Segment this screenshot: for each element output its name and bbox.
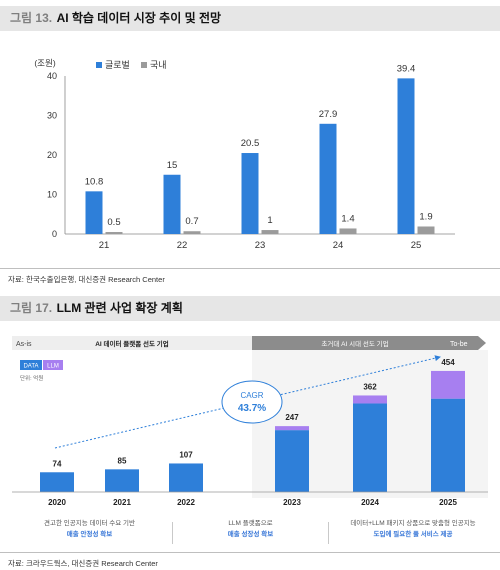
as-is-text: AI 데이터 플랫폼 선도 기업	[95, 339, 169, 348]
x-tick-label: 25	[411, 240, 422, 251]
total-label: 85	[118, 456, 127, 465]
bar-글로벌-23	[241, 153, 259, 234]
figure-13-title: AI 학습 데이터 시장 추이 및 전망	[56, 11, 222, 25]
y-tick-label: 20	[47, 150, 57, 160]
bar-LLM-2024	[353, 395, 387, 404]
year-label: 2024	[361, 498, 379, 507]
y-axis-title: (조원)	[34, 58, 55, 68]
total-label: 247	[285, 413, 299, 422]
year-label: 2022	[177, 498, 195, 507]
to-be-banner	[252, 336, 486, 350]
bar-LLM-2025	[431, 370, 465, 399]
llm-business-chart: As-is AI 데이터 플랫폼 선도 기업 초거대 AI 시대 선도 기업 T…	[12, 336, 488, 507]
year-label: 2020	[48, 498, 66, 507]
y-tick-label: 30	[47, 111, 57, 121]
figure-13-bottom-rule	[0, 268, 500, 269]
legend-llm-label: LLM	[47, 364, 59, 370]
footer-2-line2: 매출 성장성 확보	[227, 531, 274, 538]
footer-2-line1: LLM 플랫폼으로	[228, 520, 273, 527]
figure-17-header: 그림 17. LLM 관련 사업 확장 계획	[0, 296, 500, 321]
cagr-label: CAGR	[240, 391, 263, 400]
bar-글로벌-22	[163, 174, 181, 234]
footer-item-2: LLM 플랫폼으로 매출 성장성 확보	[178, 518, 323, 548]
total-label: 74	[53, 459, 62, 468]
total-label: 362	[363, 382, 377, 391]
legend-data-label: DATA	[23, 364, 38, 370]
figure-17-title: LLM 관련 사업 확장 계획	[56, 301, 183, 315]
x-tick-label: 21	[99, 240, 110, 251]
data-label: 0.5	[107, 217, 120, 228]
footer-divider	[328, 522, 329, 544]
bar-국내-24	[339, 228, 357, 234]
footer-3-line1: 데이터+LLM 패키지 상품으로 맞춤형 인공지능	[350, 520, 476, 527]
data-label: 1	[267, 215, 272, 226]
bar-DATA-2020	[40, 472, 74, 492]
figure-17-number: 그림 17.	[10, 301, 53, 315]
bar-글로벌-21	[85, 191, 103, 234]
unit-label: 단위: 억원	[20, 374, 43, 382]
legend-llm-swatch	[43, 360, 63, 370]
as-is-banner	[12, 336, 252, 350]
to-be-text: 초거대 AI 시대 선도 기업	[321, 339, 388, 348]
legend-data-swatch	[20, 360, 42, 370]
data-label: 15	[167, 160, 178, 171]
x-tick-label: 23	[255, 240, 266, 251]
to-be-label: To-be	[450, 341, 468, 348]
year-label: 2021	[113, 498, 131, 507]
figure-13-number: 그림 13.	[10, 11, 53, 25]
year-label: 2025	[439, 498, 457, 507]
footer-1-line1: 견고한 인공지능 데이터 수요 기반	[44, 520, 135, 527]
y-tick-label: 0	[52, 229, 57, 239]
data-label: 20.5	[241, 138, 260, 149]
year-label: 2023	[283, 498, 301, 507]
legend-swatch	[141, 62, 147, 68]
bar-DATA-2021	[105, 469, 139, 492]
figure-13-source: 자료: 한국수출입은행, 대신증권 Research Center	[8, 275, 165, 284]
bar-DATA-2025	[431, 398, 465, 492]
bar-국내-23	[261, 230, 279, 234]
figure-17-bottom-rule	[0, 552, 500, 553]
total-label: 107	[179, 450, 193, 459]
total-label: 454	[441, 358, 455, 367]
data-label: 1.9	[419, 211, 432, 222]
bar-DATA-2024	[353, 403, 387, 492]
data-label: 0.7	[185, 216, 198, 227]
x-tick-label: 22	[177, 240, 188, 251]
as-is-label: As-is	[16, 341, 32, 348]
footer-1-line2: 매출 안정성 확보	[66, 531, 113, 538]
footer-3-line2: 도입에 필요한 풀 서비스 제공	[373, 531, 453, 538]
bar-글로벌-24	[319, 123, 337, 234]
bar-국내-21	[105, 232, 123, 234]
footer-divider	[172, 522, 173, 544]
x-tick-label: 24	[333, 240, 344, 251]
y-tick-label: 40	[47, 71, 57, 81]
bar-LLM-2023	[275, 426, 309, 431]
legend-swatch	[96, 62, 102, 68]
legend-label: 글로벌	[105, 60, 130, 70]
cagr-value: 43.7%	[238, 403, 266, 414]
bar-DATA-2022	[169, 463, 203, 492]
cagr-bubble	[221, 380, 283, 424]
footer-item-3: 데이터+LLM 패키지 상품으로 맞춤형 인공지능 도입에 필요한 풀 서비스 …	[333, 518, 493, 548]
y-tick-label: 10	[47, 190, 57, 200]
bar-DATA-2023	[275, 430, 309, 492]
bar-국내-22	[183, 231, 201, 234]
legend-label: 국내	[150, 60, 167, 70]
market-trend-chart: 0 10 20 30 40 (조원) 21 22 23 24 25 10.8 0.5 15 0.7 20.5…	[34, 58, 455, 251]
bar-국내-25	[417, 226, 435, 234]
data-label: 1.4	[341, 213, 354, 224]
figure-13-header: 그림 13. AI 학습 데이터 시장 추이 및 전망	[0, 6, 500, 31]
bar-글로벌-25	[397, 78, 415, 234]
data-label: 39.4	[397, 63, 416, 74]
data-label: 10.8	[85, 176, 104, 187]
figure-17-source: 자료: 크라우드웍스, 대신증권 Research Center	[8, 559, 158, 568]
data-label: 27.9	[319, 109, 338, 120]
footer-item-1: 견고한 인공지능 데이터 수요 기반 매출 안정성 확보	[12, 518, 167, 548]
